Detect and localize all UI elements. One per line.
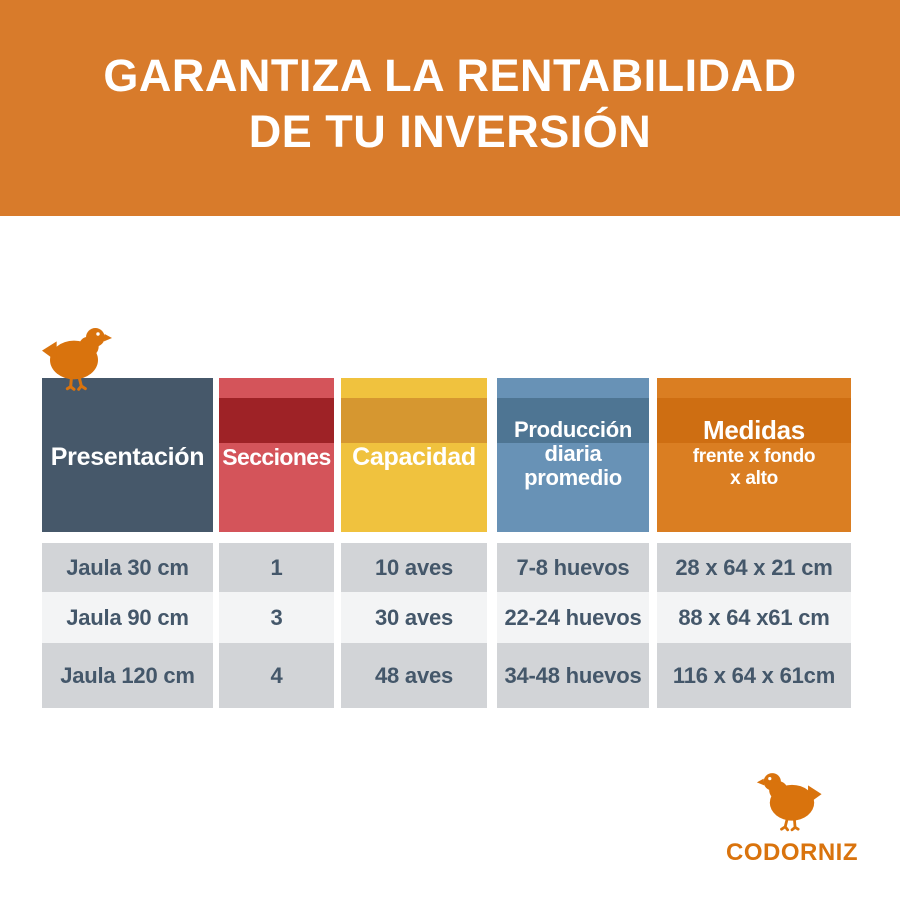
cell-row1-capacidad: 30 aves	[341, 592, 487, 643]
cell-row0-presentacion: Jaula 30 cm	[42, 543, 213, 592]
column-header-produccion-diaria-promedio: Producción diaria promedio	[497, 378, 649, 532]
header-subline: x alto	[730, 468, 778, 489]
header-line: promedio	[524, 465, 622, 490]
header-band	[657, 398, 851, 443]
cell-row1-secciones: 3	[219, 592, 334, 643]
page-title: GARANTIZA LA RENTABILIDAD DE TU INVERSIÓ…	[0, 48, 900, 160]
header-band	[341, 398, 487, 443]
page-title-line-2: DE TU INVERSIÓN	[248, 106, 652, 157]
header-line: diaria	[544, 441, 602, 466]
cell-row1-medidas: 88 x 64 x61 cm	[657, 592, 851, 643]
brand-logo: CODORNIZ	[722, 766, 862, 867]
cell-row2-presentacion: Jaula 120 cm	[42, 643, 213, 708]
cell-row1-produccion: 22-24 huevos	[497, 592, 649, 643]
header-line: Medidas	[703, 415, 805, 445]
header-band	[219, 398, 334, 443]
cell-row2-secciones: 4	[219, 643, 334, 708]
cell-row2-produccion: 34-48 huevos	[497, 643, 649, 708]
column-header-medidas: Medidas frente x fondo x alto	[657, 378, 851, 532]
header-line: Producción	[513, 417, 632, 442]
cell-row0-medidas: 28 x 64 x 21 cm	[657, 543, 851, 592]
cell-row2-medidas: 116 x 64 x 61cm	[657, 643, 851, 708]
cell-row1-presentacion: Jaula 90 cm	[42, 592, 213, 643]
cell-row0-secciones: 1	[219, 543, 334, 592]
page-title-line-1: GARANTIZA LA RENTABILIDAD	[103, 50, 797, 101]
brand-name: CODORNIZ	[726, 839, 858, 866]
column-header-capacidad: Capacidad	[341, 378, 487, 532]
cell-row2-capacidad: 48 aves	[341, 643, 487, 708]
header-subline: frente x fondo	[692, 446, 816, 467]
column-header-label: Secciones	[222, 444, 331, 470]
header-band	[497, 398, 649, 443]
cell-row0-produccion: 7-8 huevos	[497, 543, 649, 592]
column-header-label: Producción diaria promedio	[497, 418, 649, 490]
column-header-label: Medidas frente x fondo x alto	[657, 414, 851, 490]
column-header-label: Capacidad	[352, 443, 476, 471]
column-header-label: Presentación	[50, 443, 205, 471]
banner: GARANTIZA LA RENTABILIDAD DE TU INVERSIÓ…	[0, 0, 900, 216]
column-header-presentacion: Presentación	[42, 378, 213, 532]
quail-icon	[42, 328, 112, 391]
quail-icon	[756, 773, 822, 832]
column-header-secciones: Secciones	[219, 378, 334, 532]
cell-row0-capacidad: 10 aves	[341, 543, 487, 592]
